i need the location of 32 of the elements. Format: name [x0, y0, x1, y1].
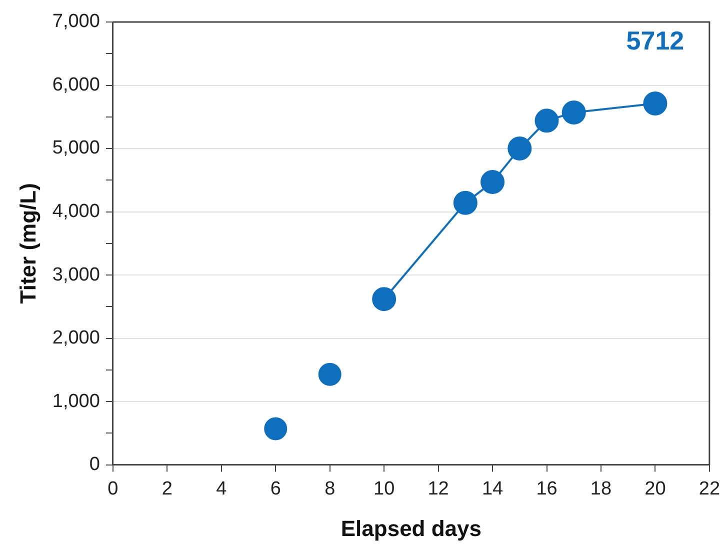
point [453, 190, 478, 215]
x-tick-label: 2 [162, 478, 172, 500]
y-tick-label: 1,000 [52, 390, 100, 412]
annotation: 5712 [626, 26, 684, 56]
y-tick-label: 3,000 [52, 264, 100, 286]
y-tick-label: 4,000 [52, 201, 100, 222]
x-tick-label: 4 [216, 478, 228, 500]
point [264, 417, 288, 440]
point [534, 108, 559, 133]
x-tick-label: 0 [108, 478, 118, 500]
x-tick-label: 8 [324, 478, 336, 500]
x-tick-label: 18 [590, 478, 612, 500]
y-tick-label: 5,000 [52, 138, 100, 159]
x-tick-label: 22 [698, 478, 720, 500]
x-tick-label: 12 [428, 478, 449, 500]
point [562, 100, 586, 124]
y-axis-title: Titer (mg/L) [15, 183, 40, 304]
x-tick-label: 10 [374, 478, 395, 500]
x-axis-title: Elapsed days [340, 516, 482, 541]
x-tick-label: 14 [482, 478, 504, 500]
point [372, 287, 396, 312]
x-tick-label: 6 [270, 478, 281, 500]
point [643, 91, 668, 116]
y-tick-label: 7,000 [52, 11, 100, 32]
point [508, 136, 532, 161]
x-tick-label: 16 [536, 478, 558, 500]
point [318, 362, 342, 386]
point [480, 170, 505, 194]
x-tick-label: 20 [644, 478, 666, 500]
y-tick-label: 0 [89, 454, 100, 476]
y-tick-label: 2,000 [52, 328, 100, 349]
y-tick-label: 6,000 [52, 74, 100, 96]
